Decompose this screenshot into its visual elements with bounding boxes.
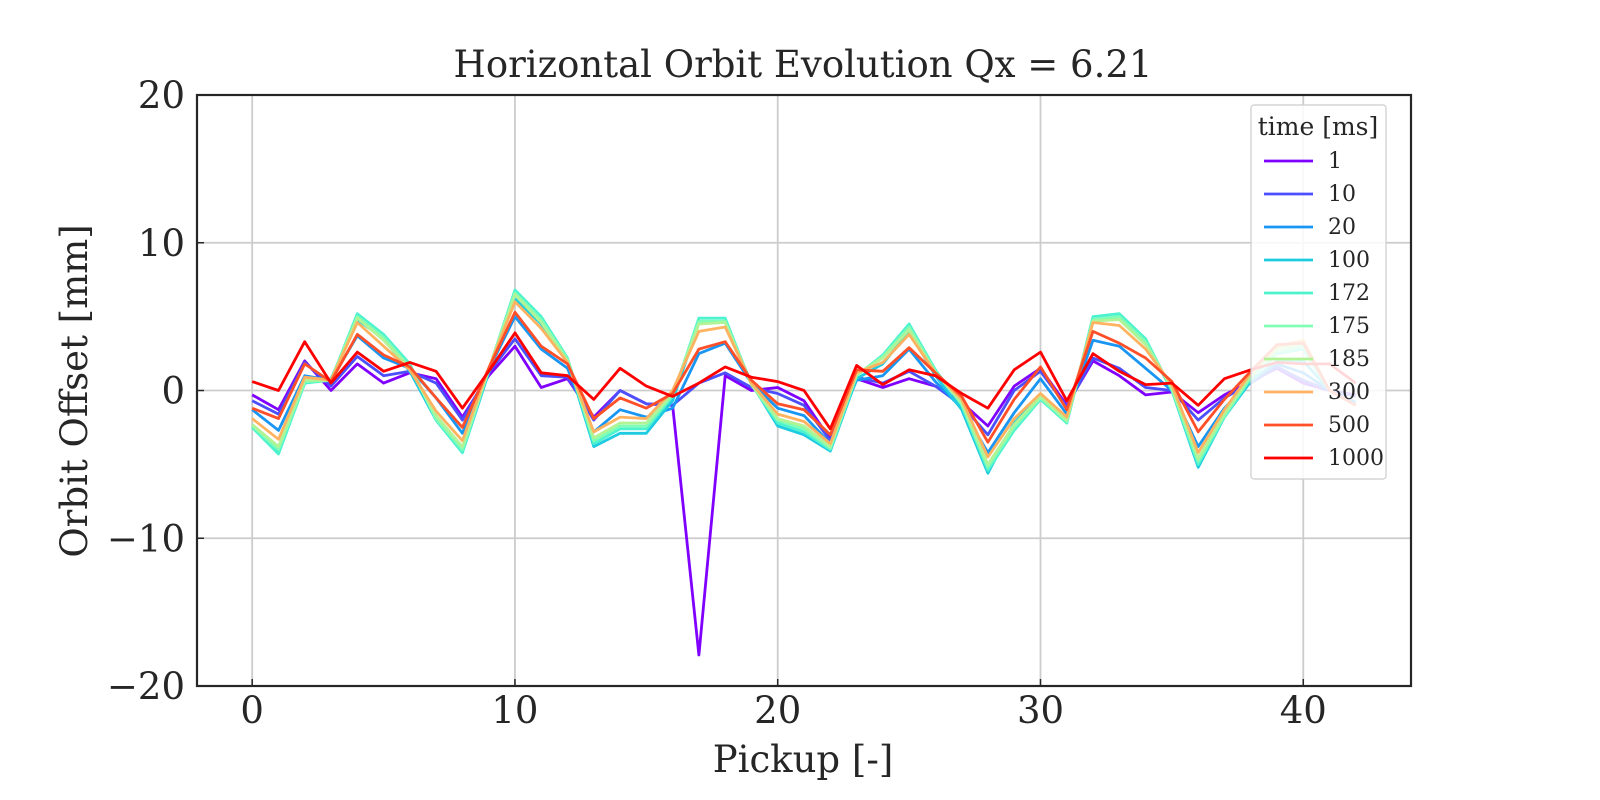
y-tick-label: 20: [138, 74, 185, 117]
chart-title: Horizontal Orbit Evolution Qx = 6.21: [454, 43, 1153, 86]
legend-label: 1: [1328, 149, 1342, 174]
legend-label: 100: [1328, 248, 1370, 273]
x-tick-label: 20: [754, 689, 801, 732]
y-tick-label: 0: [161, 370, 185, 413]
series-line-500: [251, 310, 1357, 444]
legend: time [ms] 1 10 20 100 172 175 185 300 500 1000: [1250, 104, 1387, 480]
x-tick-label: 40: [1280, 689, 1327, 732]
legend-label: 500: [1328, 413, 1370, 438]
x-axis-label: Pickup [-]: [713, 738, 894, 781]
y-axis-label: Orbit Offset [mm]: [53, 224, 96, 557]
legend-box: [1250, 104, 1387, 480]
legend-label: 20: [1328, 215, 1356, 240]
legend-label: 185: [1328, 347, 1370, 372]
y-tick-label: −20: [107, 665, 185, 708]
x-tick-label: 10: [491, 689, 538, 732]
legend-label: 1000: [1328, 446, 1384, 471]
legend-label: 300: [1328, 380, 1370, 405]
series-layer: [251, 288, 1357, 657]
ticks: 0 10 20 30 40 −20 −10 0 10 20: [107, 74, 1327, 732]
legend-label: 172: [1328, 281, 1370, 306]
series-line-1000: [251, 331, 1357, 431]
x-tick-label: 0: [240, 689, 264, 732]
x-tick-label: 30: [1017, 689, 1064, 732]
legend-label: 10: [1328, 182, 1356, 207]
legend-label: 175: [1328, 314, 1370, 339]
y-tick-label: −10: [107, 517, 185, 560]
legend-entries: 1 10 20 100 172 175 185 300 500 1000: [1264, 149, 1384, 471]
legend-title: time [ms]: [1258, 112, 1379, 141]
series-line-100: [251, 297, 1357, 475]
y-tick-label: 10: [138, 222, 185, 265]
